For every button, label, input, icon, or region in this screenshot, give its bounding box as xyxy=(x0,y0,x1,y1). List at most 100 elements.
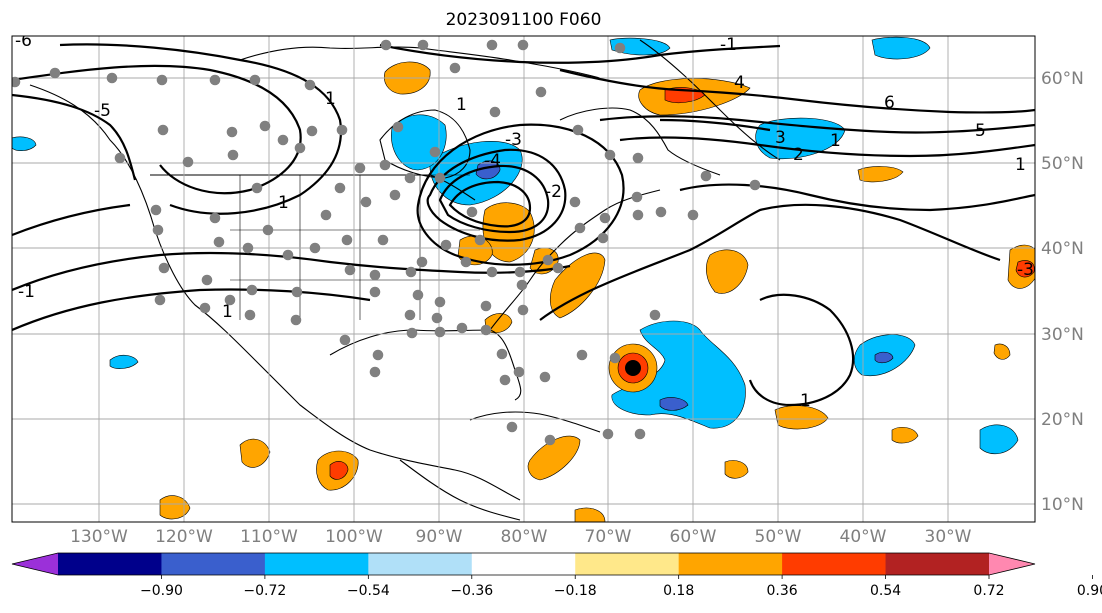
station-dot xyxy=(634,428,646,440)
station-dot xyxy=(290,314,302,326)
station-dot xyxy=(49,67,61,79)
contour-9 xyxy=(416,123,625,266)
station-dot xyxy=(354,162,366,174)
station-dot xyxy=(209,74,221,86)
station-dot xyxy=(480,300,492,312)
station-dot xyxy=(687,209,699,221)
station-dot xyxy=(486,39,498,51)
station-dot xyxy=(513,366,525,378)
contour-label-19: -1 xyxy=(720,35,737,55)
station-dot xyxy=(572,124,584,136)
station-dot xyxy=(440,239,452,251)
contour-labels: -6 -5 -4 -3 -2 -1 1 1 1 1 1 1 2 3 4 5 6 … xyxy=(15,35,1034,411)
contour-label-3: -4 xyxy=(484,151,501,171)
colorbar-tick-label: −0.90 xyxy=(140,583,183,599)
station-dot xyxy=(339,334,351,346)
lat-label-10: 10°N xyxy=(1041,495,1084,515)
station-dot xyxy=(700,170,712,182)
contour-11 xyxy=(559,68,1035,114)
station-dot xyxy=(209,212,221,224)
station-dot xyxy=(242,242,254,254)
contour-label-17: 6 xyxy=(884,93,895,113)
station-dot xyxy=(291,286,303,298)
colorbar-segment xyxy=(368,553,473,575)
contour-14 xyxy=(679,183,1035,212)
colorbar-segment xyxy=(161,553,266,575)
contour-label-9: 1 xyxy=(800,391,811,411)
station-dot xyxy=(156,74,168,86)
station-dot xyxy=(486,266,498,278)
station-dot xyxy=(517,39,529,51)
blue-region-pacific xyxy=(109,354,139,369)
coastline-central-america xyxy=(399,459,521,521)
lat-label-40: 40°N xyxy=(1041,239,1084,259)
station-dot xyxy=(499,374,511,386)
contour-16 xyxy=(748,293,855,407)
station-dot xyxy=(150,204,162,216)
station-dot xyxy=(334,182,346,194)
coastline-greenland xyxy=(639,39,781,161)
orange-region-caribbean-b xyxy=(724,460,749,479)
station-dot xyxy=(405,266,417,278)
station-dot xyxy=(262,224,274,236)
colorbar-segment xyxy=(58,553,162,575)
station-dot xyxy=(259,120,271,132)
coastline-hudsonbay xyxy=(379,109,471,179)
longitude-labels: 130°W 120°W 110°W 100°W 90°W 80°W 70°W 6… xyxy=(70,527,972,547)
orange-region-pacific-a xyxy=(239,438,271,468)
station-dots xyxy=(12,39,761,446)
station-dot xyxy=(412,289,424,301)
station-dot xyxy=(246,284,258,296)
lon-label-70: 70°W xyxy=(585,527,632,547)
contour-label-11: 1 xyxy=(325,89,336,109)
station-dot xyxy=(12,76,21,88)
contour-label-18: -3 xyxy=(1017,260,1034,280)
station-dot xyxy=(604,149,616,161)
contour-12 xyxy=(599,115,1035,134)
contour-18 xyxy=(659,118,771,132)
colorbar-tick-label: 0.72 xyxy=(973,583,1004,599)
colorbar-tick-label: 0.54 xyxy=(870,583,901,599)
contour-13 xyxy=(619,136,1035,158)
contour-label-5: -2 xyxy=(545,182,562,202)
purple-spot-greatlakes xyxy=(475,160,501,180)
station-dot xyxy=(294,142,306,154)
contour-label-4: -3 xyxy=(505,130,522,150)
station-dot xyxy=(649,309,661,321)
station-dot xyxy=(379,159,391,171)
contour-2 xyxy=(12,64,302,195)
station-dot xyxy=(154,294,166,306)
orange-region-sa xyxy=(574,507,606,522)
station-dot xyxy=(344,264,356,276)
latitude-labels: 60°N 50°N 40°N 30°N 20°N 10°N xyxy=(1041,69,1084,515)
contour-label-8: 1 xyxy=(456,95,467,115)
contour-label-12: 1 xyxy=(222,302,233,322)
station-dot xyxy=(539,371,551,383)
purple-spot-mid-atlantic xyxy=(874,351,894,364)
colorbar-segment xyxy=(678,553,783,575)
station-dot xyxy=(227,149,239,161)
contour-10 xyxy=(379,43,781,64)
contour-label-6: -1 xyxy=(18,282,35,302)
station-dot xyxy=(404,172,416,184)
station-dot xyxy=(506,421,518,433)
station-dot xyxy=(244,309,256,321)
orange-region-central-atlantic xyxy=(857,166,904,183)
colorbar-segment xyxy=(471,553,576,575)
station-dot xyxy=(226,126,238,138)
contour-4 xyxy=(12,251,571,292)
colorbar-extend-min xyxy=(12,553,58,575)
colorbar-ticks: −0.90 −0.72 −0.54 −0.36 −0.18 0.18 0.36 0.54 0.7… xyxy=(140,575,1102,599)
colorbar-segment xyxy=(264,553,369,575)
station-dot xyxy=(369,269,381,281)
station-dot xyxy=(369,366,381,378)
lat-label-30: 30°N xyxy=(1041,325,1084,345)
colorbar-segment xyxy=(885,553,990,575)
contour-label-7: 1 xyxy=(278,193,289,213)
colorbar-extend-max xyxy=(989,553,1035,575)
lon-label-110: 110°W xyxy=(240,527,298,547)
station-dot xyxy=(417,39,429,51)
station-dot xyxy=(389,189,401,201)
station-dot xyxy=(282,249,294,261)
station-dot xyxy=(434,172,446,184)
